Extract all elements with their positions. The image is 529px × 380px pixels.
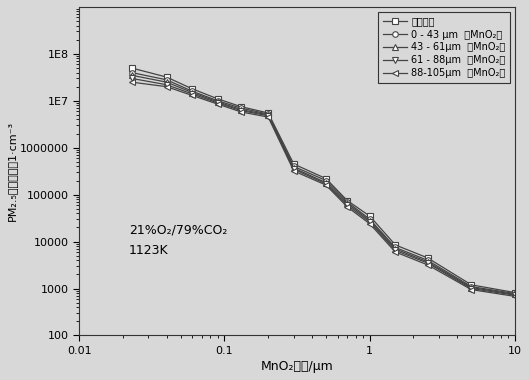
88-105μm  （MnO₂） [238,110,244,114]
61 - 88μm  （MnO₂） [189,92,195,96]
Y-axis label: PM₂.₅数量浓度／1·cm⁻³: PM₂.₅数量浓度／1·cm⁻³ [7,121,17,221]
88-105μm  （MnO₂） [129,80,135,84]
61 - 88μm  （MnO₂） [367,220,373,225]
43 - 61μm  （MnO₂） [265,112,271,117]
43 - 61μm  （MnO₂） [424,260,431,264]
0 - 43 μm  （MnO₂） [163,78,170,82]
43 - 61μm  （MnO₂） [323,180,329,185]
0 - 43 μm  （MnO₂） [129,70,135,75]
88-105μm  （MnO₂） [512,294,518,299]
88-105μm  （MnO₂） [189,93,195,98]
61 - 88μm  （MnO₂） [468,286,475,291]
61 - 88μm  （MnO₂） [512,293,518,298]
0 - 43 μm  （MnO₂） [512,291,518,296]
无添加剑 [424,256,431,260]
无添加剑 [129,66,135,70]
43 - 61μm  （MnO₂） [238,107,244,112]
无添加剑 [323,176,329,181]
88-105μm  （MnO₂） [367,222,373,226]
61 - 88μm  （MnO₂） [344,203,350,207]
无添加剑 [392,243,398,247]
43 - 61μm  （MnO₂） [163,80,170,84]
Line: 43 - 61μm  （MnO₂）: 43 - 61μm （MnO₂） [129,73,518,297]
43 - 61μm  （MnO₂） [189,90,195,95]
88-105μm  （MnO₂） [468,287,475,292]
X-axis label: MnO₂粒径/μm: MnO₂粒径/μm [261,360,333,373]
88-105μm  （MnO₂） [392,250,398,254]
61 - 88μm  （MnO₂） [424,261,431,265]
无添加剑 [265,111,271,115]
0 - 43 μm  （MnO₂） [392,245,398,250]
61 - 88μm  （MnO₂） [215,101,221,105]
Line: 61 - 88μm  （MnO₂）: 61 - 88μm （MnO₂） [129,76,518,298]
无添加剑 [468,283,475,287]
88-105μm  （MnO₂） [290,169,297,173]
0 - 43 μm  （MnO₂） [215,98,221,103]
0 - 43 μm  （MnO₂） [265,112,271,116]
Line: 0 - 43 μm  （MnO₂）: 0 - 43 μm （MnO₂） [129,70,518,296]
0 - 43 μm  （MnO₂） [367,217,373,222]
0 - 43 μm  （MnO₂） [290,164,297,169]
Line: 无添加剑: 无添加剑 [129,65,518,295]
43 - 61μm  （MnO₂） [392,247,398,251]
43 - 61μm  （MnO₂） [468,285,475,290]
Line: 88-105μm  （MnO₂）: 88-105μm （MnO₂） [129,79,518,299]
61 - 88μm  （MnO₂） [163,82,170,87]
Legend: 无添加剑, 0 - 43 μm  （MnO₂）, 43 - 61μm  （MnO₂）, 61 - 88μm  （MnO₂）, 88-105μm  （MnO₂）: 无添加剑, 0 - 43 μm （MnO₂）, 43 - 61μm （MnO₂）… [378,12,510,83]
43 - 61μm  （MnO₂） [129,73,135,78]
Text: 21%O₂/79%CO₂: 21%O₂/79%CO₂ [129,223,227,236]
0 - 43 μm  （MnO₂） [344,200,350,204]
88-105μm  （MnO₂） [265,115,271,119]
61 - 88μm  （MnO₂） [290,167,297,171]
61 - 88μm  （MnO₂） [392,248,398,253]
0 - 43 μm  （MnO₂） [189,89,195,93]
无添加剑 [238,105,244,109]
0 - 43 μm  （MnO₂） [424,258,431,263]
43 - 61μm  （MnO₂） [344,201,350,206]
Text: 1123K: 1123K [129,244,169,257]
0 - 43 μm  （MnO₂） [323,178,329,183]
43 - 61μm  （MnO₂） [215,100,221,104]
61 - 88μm  （MnO₂） [323,182,329,186]
0 - 43 μm  （MnO₂） [468,284,475,289]
无添加剑 [163,75,170,79]
无添加剑 [512,290,518,295]
61 - 88μm  （MnO₂） [265,114,271,118]
无添加剑 [215,97,221,101]
0 - 43 μm  （MnO₂） [238,106,244,110]
43 - 61μm  （MnO₂） [512,292,518,297]
43 - 61μm  （MnO₂） [290,166,297,170]
88-105μm  （MnO₂） [163,84,170,89]
88-105μm  （MnO₂） [323,183,329,187]
无添加剑 [344,198,350,203]
43 - 61μm  （MnO₂） [367,218,373,223]
61 - 88μm  （MnO₂） [129,76,135,81]
61 - 88μm  （MnO₂） [238,108,244,113]
88-105μm  （MnO₂） [215,102,221,106]
无添加剑 [367,214,373,218]
无添加剑 [290,162,297,166]
88-105μm  （MnO₂） [424,263,431,267]
无添加剑 [189,87,195,91]
88-105μm  （MnO₂） [344,204,350,209]
